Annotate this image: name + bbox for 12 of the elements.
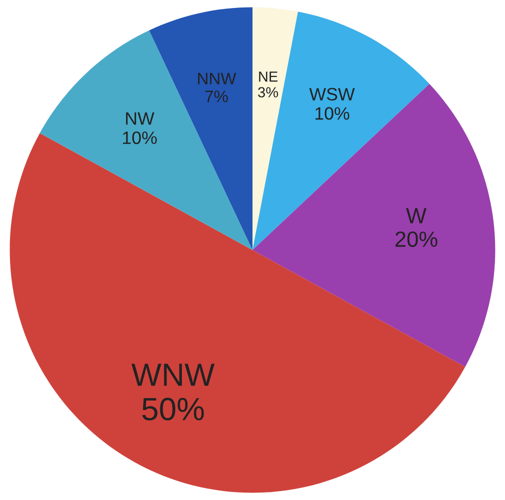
slice-label: WNW [131,364,215,386]
data-label: 20% [395,231,438,247]
slice-label: WSW [309,88,355,101]
data-label: 3% [258,87,278,98]
slice-label: NE [259,72,278,82]
slice-label: NW [126,112,154,125]
data-label: 10% [123,131,157,144]
data-label: 10% [315,107,350,120]
slice-label: NNW [198,72,236,84]
slice-label: W [406,208,426,224]
data-label: 50% [142,398,204,420]
data-label: 7% [205,90,228,102]
